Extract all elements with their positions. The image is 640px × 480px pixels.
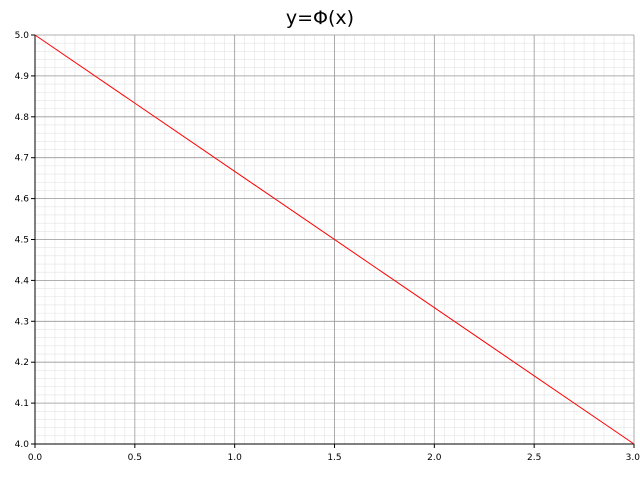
- x-tick-label: 3.0: [626, 453, 640, 463]
- y-tick-labels: 4.0 4.1 4.2 4.3 4.4 4.5 4.6 4.7 4.8 4.9 5.0: [15, 31, 30, 450]
- y-tick-label: 4.6: [15, 195, 30, 205]
- x-tick-label: 2.0: [427, 453, 442, 463]
- x-tick-label: 0.0: [28, 453, 43, 463]
- x-tick-labels: 0.0 0.5 1.0 1.5 2.0 2.5 3.0: [28, 453, 640, 463]
- y-tick-label: 4.2: [15, 358, 29, 368]
- x-tick-label: 1.0: [228, 453, 243, 463]
- y-tick-label: 4.0: [15, 440, 30, 450]
- y-tick-label: 4.8: [15, 113, 30, 123]
- y-tick-label: 4.5: [15, 236, 29, 246]
- x-tick-label: 1.5: [327, 453, 341, 463]
- y-tick-label: 4.1: [15, 399, 29, 409]
- x-tick-label: 2.5: [527, 453, 541, 463]
- y-tick-label: 4.3: [15, 317, 29, 327]
- x-tick-label: 0.5: [128, 453, 142, 463]
- y-tick-label: 4.9: [15, 72, 30, 82]
- y-tick-label: 5.0: [15, 31, 30, 41]
- series-layer: [34, 34, 635, 445]
- series-line: [34, 34, 635, 445]
- axes: [31, 34, 635, 448]
- y-tick-label: 4.7: [15, 154, 29, 164]
- chart-title: y=Φ(x): [285, 7, 355, 29]
- y-tick-label: 4.4: [15, 276, 30, 286]
